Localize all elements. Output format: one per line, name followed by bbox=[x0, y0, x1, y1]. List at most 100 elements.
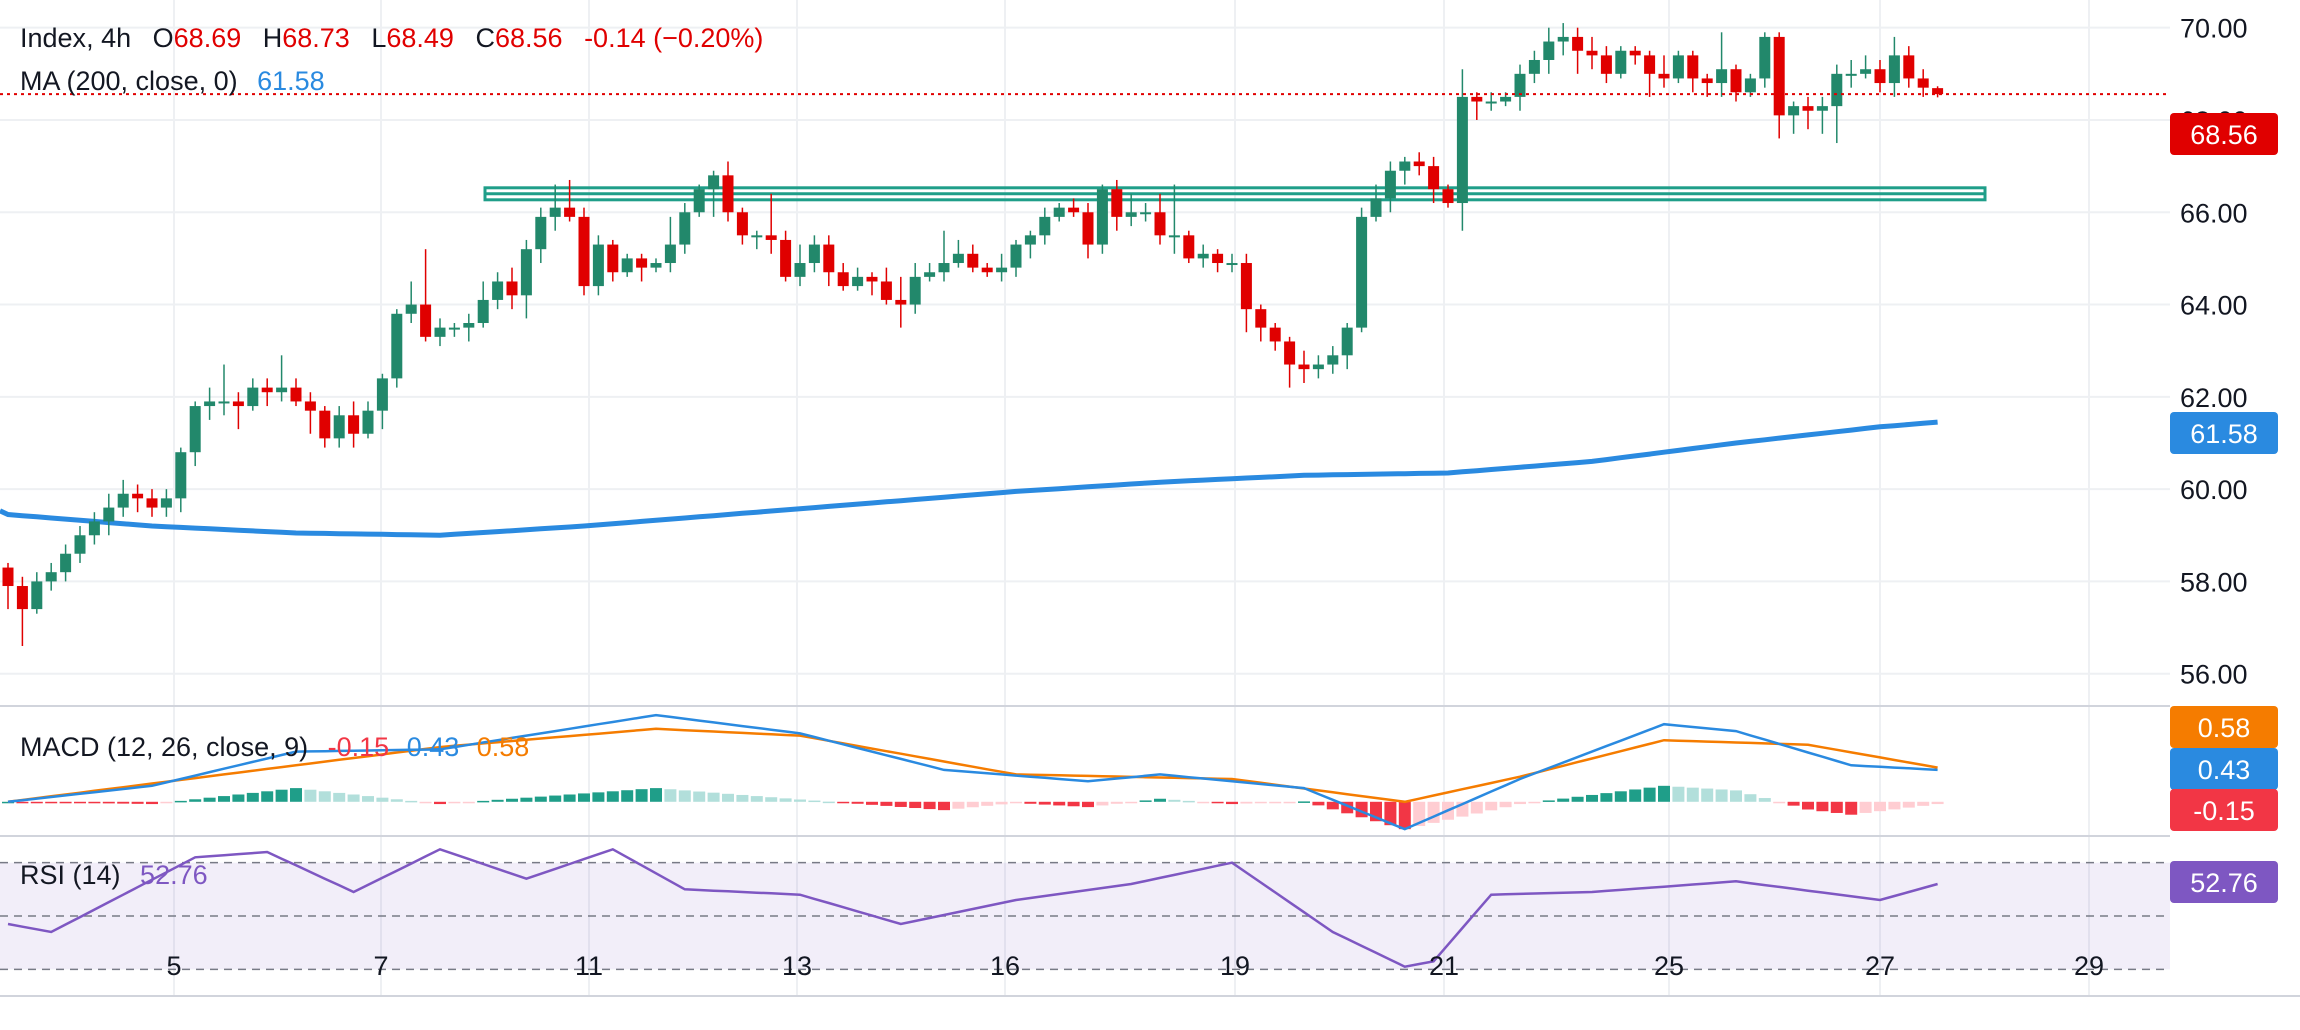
candle[interactable] bbox=[1802, 96, 1814, 130]
candle[interactable] bbox=[1471, 92, 1483, 120]
candle[interactable] bbox=[132, 484, 144, 513]
candle[interactable] bbox=[1658, 55, 1670, 88]
candle[interactable] bbox=[1356, 207, 1368, 333]
resistance-level[interactable] bbox=[483, 186, 1987, 202]
candle[interactable] bbox=[1730, 64, 1742, 102]
candle[interactable] bbox=[751, 230, 763, 250]
candle[interactable] bbox=[866, 272, 878, 296]
candle[interactable] bbox=[1442, 184, 1454, 208]
candle[interactable] bbox=[1370, 184, 1382, 222]
candle[interactable] bbox=[924, 263, 936, 282]
candle[interactable] bbox=[160, 489, 172, 517]
candle[interactable] bbox=[391, 309, 403, 388]
candle[interactable] bbox=[535, 207, 547, 264]
candle[interactable] bbox=[1701, 73, 1713, 97]
candle[interactable] bbox=[650, 258, 662, 273]
candle[interactable] bbox=[1068, 198, 1080, 217]
candle[interactable] bbox=[362, 401, 374, 439]
candle[interactable] bbox=[1039, 207, 1051, 245]
candle[interactable] bbox=[808, 235, 820, 273]
candle[interactable] bbox=[448, 323, 460, 337]
candle[interactable] bbox=[938, 230, 950, 282]
candle[interactable] bbox=[1557, 23, 1569, 56]
candle[interactable] bbox=[1888, 36, 1900, 97]
rsi-line[interactable] bbox=[7, 847, 1938, 969]
candle[interactable] bbox=[722, 161, 734, 222]
macd-histogram[interactable] bbox=[2, 785, 1944, 830]
candle[interactable] bbox=[290, 378, 302, 407]
candle[interactable] bbox=[232, 392, 244, 430]
candle[interactable] bbox=[146, 489, 158, 517]
candle[interactable] bbox=[895, 276, 907, 328]
candle[interactable] bbox=[1125, 193, 1137, 227]
candle[interactable] bbox=[1903, 46, 1915, 88]
candle[interactable] bbox=[1644, 50, 1656, 97]
candle[interactable] bbox=[1413, 152, 1425, 176]
candle[interactable] bbox=[1096, 184, 1108, 254]
candle[interactable] bbox=[1759, 32, 1771, 88]
candle[interactable] bbox=[592, 235, 604, 296]
macd-legend[interactable]: MACD (12, 26, close, 9) -0.15 0.43 0.58 bbox=[20, 732, 529, 762]
candle[interactable] bbox=[1831, 64, 1843, 144]
candle[interactable] bbox=[621, 253, 633, 277]
candle[interactable] bbox=[1629, 46, 1641, 65]
candle[interactable] bbox=[16, 576, 28, 647]
candle[interactable] bbox=[1111, 179, 1123, 231]
candle[interactable] bbox=[1384, 161, 1396, 213]
candle[interactable] bbox=[1327, 346, 1339, 374]
candle[interactable] bbox=[607, 239, 619, 282]
candle[interactable] bbox=[1788, 101, 1800, 134]
candle[interactable] bbox=[1399, 156, 1411, 185]
candle[interactable] bbox=[88, 512, 100, 545]
candle[interactable] bbox=[1255, 304, 1267, 342]
candle[interactable] bbox=[1010, 239, 1022, 277]
candle[interactable] bbox=[492, 272, 504, 310]
candle[interactable] bbox=[1744, 73, 1756, 97]
candle[interactable] bbox=[708, 170, 720, 217]
candle[interactable] bbox=[736, 207, 748, 245]
candle[interactable] bbox=[1428, 156, 1440, 204]
candle[interactable] bbox=[60, 544, 72, 582]
symbol-legend[interactable]: Index, 4h O68.69 H68.73 L68.49 C68.56 -0… bbox=[20, 23, 763, 53]
candle[interactable] bbox=[1615, 46, 1627, 79]
time-axis[interactable]: 5 7 11 13 16 19 21 25 27 29 bbox=[166, 951, 2104, 981]
candle[interactable] bbox=[1716, 32, 1728, 97]
candle[interactable] bbox=[1514, 64, 1526, 111]
candle[interactable] bbox=[967, 244, 979, 273]
candle[interactable] bbox=[434, 318, 446, 347]
candle[interactable] bbox=[189, 401, 201, 467]
candle[interactable] bbox=[520, 239, 532, 319]
candle[interactable] bbox=[1082, 203, 1094, 259]
candle[interactable] bbox=[348, 401, 360, 448]
candle[interactable] bbox=[319, 406, 331, 448]
candle[interactable] bbox=[1456, 69, 1468, 231]
candle[interactable] bbox=[247, 378, 259, 411]
candle[interactable] bbox=[664, 216, 676, 273]
candle[interactable] bbox=[45, 562, 57, 591]
macd-lines[interactable] bbox=[7, 713, 1938, 831]
candle[interactable] bbox=[794, 244, 806, 287]
candle[interactable] bbox=[1212, 249, 1224, 273]
candle[interactable] bbox=[1341, 323, 1353, 370]
candle[interactable] bbox=[1269, 323, 1281, 351]
candle[interactable] bbox=[405, 281, 417, 324]
candle[interactable] bbox=[463, 313, 475, 342]
candle[interactable] bbox=[852, 267, 864, 291]
candle[interactable] bbox=[1140, 203, 1152, 222]
candle[interactable] bbox=[578, 207, 590, 296]
candle[interactable] bbox=[1586, 36, 1598, 70]
candle[interactable] bbox=[693, 184, 705, 217]
candle[interactable] bbox=[564, 179, 576, 222]
candle[interactable] bbox=[1572, 27, 1584, 74]
candle[interactable] bbox=[1240, 253, 1252, 333]
candle[interactable] bbox=[1845, 59, 1857, 88]
candle[interactable] bbox=[1860, 55, 1872, 79]
candle[interactable] bbox=[1197, 244, 1209, 268]
candles[interactable] bbox=[2, 23, 1944, 647]
candle[interactable] bbox=[333, 406, 345, 448]
candle[interactable] bbox=[477, 281, 489, 328]
candle[interactable] bbox=[1773, 32, 1785, 139]
candle[interactable] bbox=[1543, 27, 1555, 74]
